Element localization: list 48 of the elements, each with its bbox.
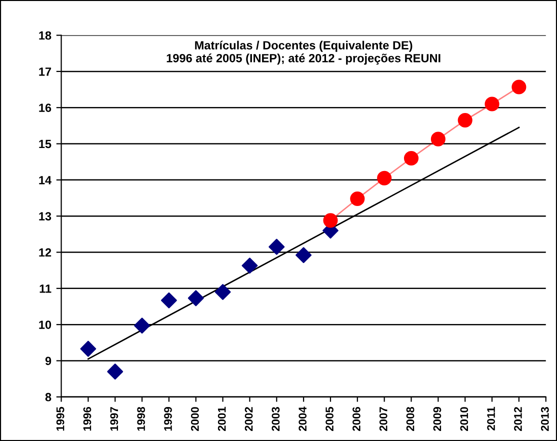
- text: Matrículas / Docentes (Equivalente DE) 1996 até 2005 (INEP); até 2012 - projeções REUNI: [166, 40, 440, 65]
- y-tick-label: 16: [39, 104, 52, 112]
- x-tick-label: 2002: [244, 407, 253, 431]
- x-tick-label: 2013: [540, 407, 549, 431]
- x-tick-label: 2010: [460, 407, 468, 431]
- x-tick-label: 2012: [514, 407, 522, 431]
- point: [458, 112, 472, 128]
- point: [188, 290, 204, 306]
- x-tick-label: 2000: [190, 407, 199, 431]
- x-tick-label: 2001: [218, 406, 226, 431]
- y-tick-label: 10: [39, 320, 52, 329]
- point: [80, 340, 96, 357]
- point: [160, 292, 177, 308]
- y-tick-label: 15: [39, 140, 52, 148]
- x-tick-label: 2003: [272, 407, 280, 431]
- point: [350, 191, 365, 206]
- x-tick-label: 1996: [83, 407, 92, 431]
- y-tick-label: 13: [39, 212, 52, 220]
- x-tick-label: 1999: [164, 407, 172, 431]
- y-tick-label: 8: [45, 392, 52, 402]
- point: [430, 132, 446, 146]
- point: [377, 170, 392, 186]
- x-tick-label: 1995: [56, 406, 64, 431]
- point: [512, 80, 526, 94]
- point: [296, 247, 312, 264]
- point: [404, 150, 419, 166]
- point: [242, 258, 258, 274]
- x-tick-label: 2005: [326, 406, 334, 431]
- y-tick-label: 12: [39, 248, 52, 257]
- point: [484, 96, 500, 112]
- x-tick-label: 2006: [352, 407, 360, 431]
- x-tick-label: 2004: [298, 406, 307, 431]
- x-tick-label: 2007: [379, 407, 388, 431]
- x-tick-label: 2008: [406, 406, 414, 431]
- y-tick-label: 17: [39, 68, 52, 76]
- x-tick-label: 1997: [110, 407, 118, 431]
- point: [214, 284, 231, 300]
- x-tick-label: 1998: [137, 406, 146, 431]
- point: [268, 238, 285, 255]
- point: [134, 318, 150, 334]
- x-tick-label: 2009: [433, 407, 442, 431]
- y-tick-label: 18: [39, 31, 52, 40]
- y-tick-label: 11: [40, 284, 52, 293]
- y-tick-label: 14: [39, 176, 52, 184]
- point: [107, 364, 124, 380]
- x-tick-label: 2011: [487, 406, 495, 430]
- point: [323, 213, 338, 228]
- y-tick-label: 9: [45, 356, 52, 366]
